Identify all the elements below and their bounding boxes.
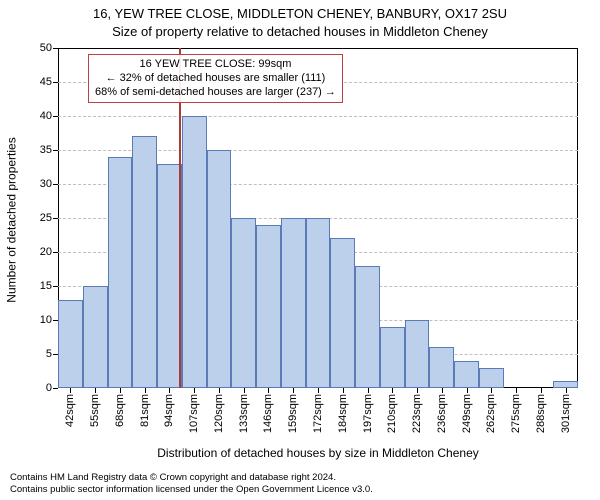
histogram-bar [429, 347, 454, 388]
xtick-mark [467, 388, 468, 393]
xtick-mark [169, 388, 170, 393]
histogram-bar [157, 164, 182, 388]
histogram-bar [281, 218, 306, 388]
ytick-label: 30 [40, 178, 52, 190]
histogram-bar [479, 368, 504, 388]
plot-area: 0510152025303540455042sqm55sqm68sqm81sqm… [58, 48, 578, 388]
ytick-label: 5 [46, 348, 52, 360]
xtick-label: 172sqm [312, 394, 324, 433]
histogram-bar [405, 320, 430, 388]
xtick-label: 133sqm [238, 394, 250, 433]
xtick-mark [95, 388, 96, 393]
histogram-bar [132, 136, 157, 388]
xtick-mark [491, 388, 492, 393]
xtick-label: 68sqm [114, 394, 126, 427]
xtick-mark [219, 388, 220, 393]
ytick-label: 40 [40, 110, 52, 122]
ytick-mark [53, 184, 58, 185]
annotation-line: 68% of semi-detached houses are larger (… [95, 86, 336, 100]
xtick-mark [368, 388, 369, 393]
xtick-mark [70, 388, 71, 393]
histogram-bar [355, 266, 380, 388]
x-axis-label: Distribution of detached houses by size … [58, 446, 578, 460]
xtick-label: 159sqm [287, 394, 299, 433]
ytick-label: 35 [40, 144, 52, 156]
xtick-label: 236sqm [436, 394, 448, 433]
ytick-label: 0 [46, 382, 52, 394]
histogram-bar [58, 300, 83, 388]
xtick-label: 275sqm [510, 394, 522, 433]
title-subtitle: Size of property relative to detached ho… [0, 24, 600, 39]
histogram-bar [306, 218, 331, 388]
xtick-label: 55sqm [89, 394, 101, 427]
xtick-mark [566, 388, 567, 393]
chart-container: 16, YEW TREE CLOSE, MIDDLETON CHENEY, BA… [0, 0, 600, 500]
ytick-label: 20 [40, 246, 52, 258]
histogram-bar [380, 327, 405, 388]
ytick-mark [53, 388, 58, 389]
xtick-mark [417, 388, 418, 393]
footer-line1: Contains HM Land Registry data © Crown c… [10, 472, 590, 484]
ytick-mark [53, 150, 58, 151]
xtick-label: 107sqm [188, 394, 200, 433]
gridline [58, 116, 578, 117]
xtick-label: 184sqm [337, 394, 349, 433]
xtick-label: 197sqm [362, 394, 374, 433]
histogram-bar [83, 286, 108, 388]
xtick-label: 94sqm [163, 394, 175, 427]
xtick-label: 301sqm [560, 394, 572, 433]
xtick-label: 210sqm [386, 394, 398, 433]
annotation-line: ← 32% of detached houses are smaller (11… [95, 72, 336, 86]
xtick-label: 262sqm [485, 394, 497, 433]
xtick-label: 120sqm [213, 394, 225, 433]
histogram-bar [553, 381, 578, 388]
xtick-mark [268, 388, 269, 393]
y-axis-label-wrap: Number of detached properties [2, 50, 22, 390]
xtick-label: 249sqm [461, 394, 473, 433]
xtick-mark [541, 388, 542, 393]
ytick-label: 10 [40, 314, 52, 326]
xtick-mark [343, 388, 344, 393]
histogram-bar [108, 157, 133, 388]
title-address: 16, YEW TREE CLOSE, MIDDLETON CHENEY, BA… [0, 6, 600, 21]
xtick-label: 223sqm [411, 394, 423, 433]
ytick-mark [53, 286, 58, 287]
histogram-bar [330, 238, 355, 388]
histogram-bar [231, 218, 256, 388]
xtick-label: 42sqm [64, 394, 76, 427]
ytick-label: 25 [40, 212, 52, 224]
histogram-bar [182, 116, 207, 388]
xtick-mark [442, 388, 443, 393]
xtick-mark [145, 388, 146, 393]
xtick-label: 146sqm [262, 394, 274, 433]
ytick-label: 15 [40, 280, 52, 292]
xtick-mark [516, 388, 517, 393]
xtick-mark [318, 388, 319, 393]
footer-attribution: Contains HM Land Registry data © Crown c… [10, 472, 590, 496]
ytick-mark [53, 218, 58, 219]
ytick-mark [53, 82, 58, 83]
xtick-mark [392, 388, 393, 393]
footer-line2: Contains public sector information licen… [10, 484, 590, 496]
xtick-mark [120, 388, 121, 393]
histogram-bar [207, 150, 232, 388]
ytick-label: 45 [40, 76, 52, 88]
xtick-mark [194, 388, 195, 393]
xtick-mark [244, 388, 245, 393]
annotation-line: 16 YEW TREE CLOSE: 99sqm [95, 58, 336, 72]
xtick-label: 81sqm [139, 394, 151, 427]
ytick-label: 50 [40, 42, 52, 54]
xtick-mark [293, 388, 294, 393]
y-axis-label: Number of detached properties [5, 137, 19, 302]
histogram-bar [256, 225, 281, 388]
ytick-mark [53, 116, 58, 117]
histogram-bar [454, 361, 479, 388]
xtick-label: 288sqm [535, 394, 547, 433]
ytick-mark [53, 252, 58, 253]
annotation-box: 16 YEW TREE CLOSE: 99sqm← 32% of detache… [88, 54, 343, 103]
ytick-mark [53, 48, 58, 49]
